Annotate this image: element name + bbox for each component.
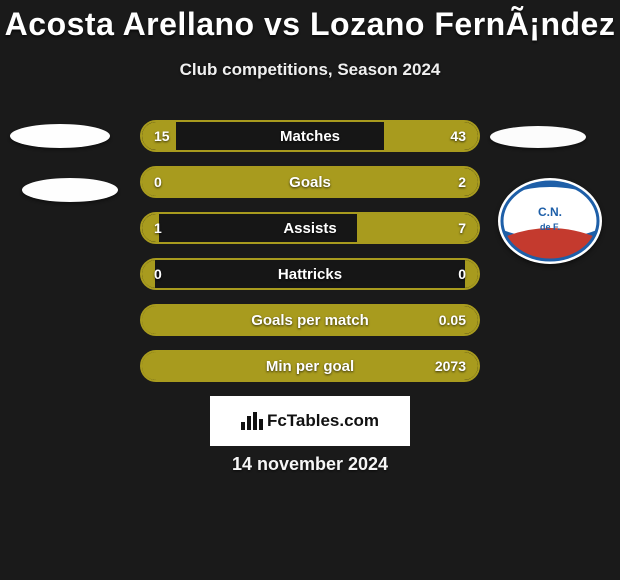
stat-value-right: 2073 (423, 352, 478, 380)
left-player-badge-2 (22, 178, 118, 202)
bar-chart-icon (241, 412, 263, 430)
stat-value-right: 2 (446, 168, 478, 196)
svg-text:C.N.: C.N. (538, 205, 562, 219)
stat-row: 0Goals2 (140, 166, 480, 198)
page-title: Acosta Arellano vs Lozano FernÃ¡ndez (0, 6, 620, 43)
club-crest-icon: C.N. de F. (498, 178, 602, 264)
stat-label: Assists (142, 214, 478, 242)
comparison-bars: 15Matches430Goals21Assists70Hattricks0Go… (140, 120, 480, 396)
stat-row: 15Matches43 (140, 120, 480, 152)
left-player-badge-1 (10, 124, 110, 148)
stat-row: Goals per match0.05 (140, 304, 480, 336)
fctables-label: FcTables.com (267, 411, 379, 431)
stat-value-right: 43 (438, 122, 478, 150)
stat-value-right: 0.05 (427, 306, 478, 334)
stat-row: 0Hattricks0 (140, 258, 480, 290)
date-label: 14 november 2024 (0, 454, 620, 475)
stat-label: Hattricks (142, 260, 478, 288)
stat-row: Min per goal2073 (140, 350, 480, 382)
stat-label: Matches (142, 122, 478, 150)
subtitle: Club competitions, Season 2024 (0, 60, 620, 80)
stat-value-right: 0 (446, 260, 478, 288)
svg-text:de F.: de F. (540, 222, 560, 232)
stat-row: 1Assists7 (140, 212, 480, 244)
stat-label: Goals (142, 168, 478, 196)
right-player-badge-1 (490, 126, 586, 148)
stat-value-right: 7 (446, 214, 478, 242)
fctables-watermark: FcTables.com (210, 396, 410, 446)
